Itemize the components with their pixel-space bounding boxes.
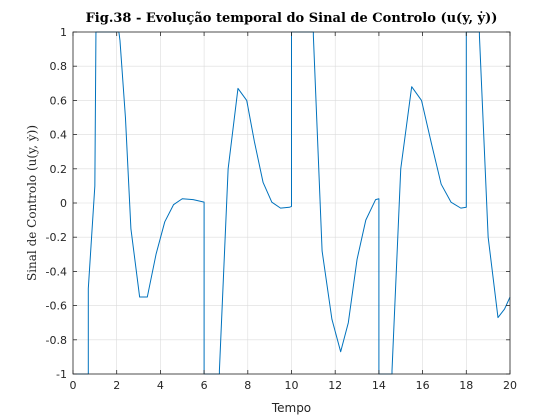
x-tick-label: 10 [285, 379, 299, 392]
y-axis-label: Sinal de Controlo (u(y, ẏ)) [25, 125, 39, 281]
series-layer [73, 31, 511, 375]
x-tick-label: 0 [70, 379, 77, 392]
y-tick-label: -0.2 [46, 231, 67, 244]
y-tick-label: -0.4 [46, 265, 67, 278]
y-tick-label: 0.2 [50, 163, 68, 176]
y-tick-label: 1 [60, 26, 67, 39]
x-tick-label: 6 [201, 379, 208, 392]
ticks: 0 2 4 6 8 10 12 14 16 18 20 -1 -0.8 -0.6 -0.4 -0.2 0 0.2 0… [46, 26, 517, 392]
x-tick-label: 20 [503, 379, 517, 392]
x-tick-label: 18 [459, 379, 473, 392]
x-tick-label: 16 [416, 379, 430, 392]
y-tick-label: 0 [60, 197, 67, 210]
x-tick-label: 12 [328, 379, 342, 392]
x-axis-label: Tempo [271, 401, 311, 415]
x-tick-label: 14 [372, 379, 386, 392]
y-tick-label: -1 [56, 368, 67, 381]
y-tick-label: -0.8 [46, 334, 67, 347]
y-tick-label: 0.4 [50, 129, 68, 142]
y-tick-label: 0.8 [50, 60, 68, 73]
y-tick-label: 0.6 [50, 94, 68, 107]
chart-title: Fig.38 - Evolução temporal do Sinal de C… [86, 11, 498, 26]
x-tick-label: 2 [113, 379, 120, 392]
series-line [73, 31, 511, 375]
x-tick-label: 8 [244, 379, 251, 392]
y-tick-label: -0.6 [46, 300, 67, 313]
x-tick-label: 4 [157, 379, 164, 392]
